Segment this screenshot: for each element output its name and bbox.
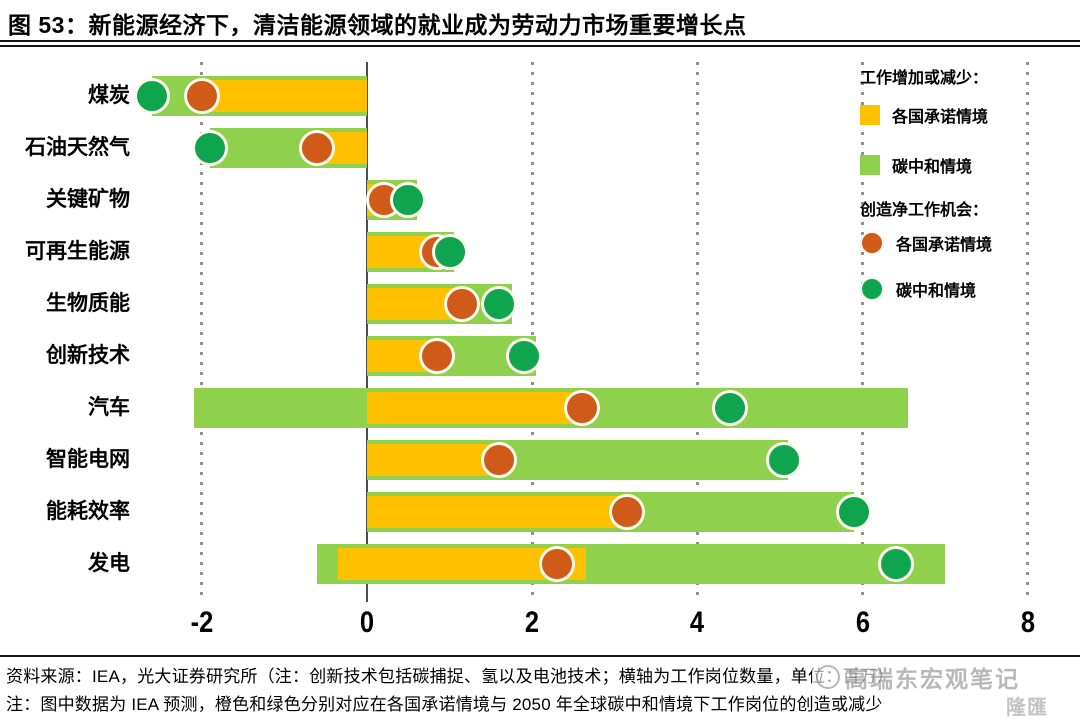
legend-label: 各国承诺情境 [892, 109, 989, 126]
net-jobs-dot-carbon-neutral [134, 78, 171, 114]
category-label: 关键矿物 [46, 188, 130, 211]
category-label: 能耗效率 [46, 500, 130, 523]
net-jobs-dot-carbon-neutral [481, 286, 518, 322]
gridline [695, 62, 699, 602]
net-jobs-dot-carbon-neutral [766, 442, 803, 478]
net-jobs-dot-announced-pledges [299, 130, 336, 166]
watermark: 高瑞东宏观笔记 [812, 659, 1024, 695]
bar-announced-pledges-scenario [367, 444, 504, 476]
x-tick-label: 4 [690, 606, 705, 639]
legend-header-dots: 创造净工作机会： [860, 202, 989, 219]
title-divider [0, 40, 1080, 47]
net-jobs-dot-announced-pledges [481, 442, 518, 478]
x-tick-label: 8 [1020, 606, 1035, 639]
legend-item-cns-dot: 碳中和情境 [860, 276, 976, 302]
net-jobs-dot-carbon-neutral [877, 546, 914, 582]
net-jobs-dot-carbon-neutral [836, 494, 873, 530]
net-jobs-dot-announced-pledges [538, 546, 575, 582]
category-label: 生物质能 [46, 292, 130, 315]
bar-announced-pledges-scenario [367, 496, 628, 528]
legend-item-aps-dot: 各国承诺情境 [860, 230, 992, 256]
x-tick-label: 0 [359, 606, 375, 639]
net-jobs-dot-announced-pledges [419, 338, 456, 374]
gridline [1026, 62, 1030, 602]
net-jobs-dot-carbon-neutral [431, 234, 468, 270]
bar-announced-pledges-scenario [201, 80, 367, 112]
source-note: 资料来源：IEA，光大证券研究所（注：创新技术包括碳捕捉、氢以及电池技术；横轴为… [6, 667, 894, 686]
net-jobs-dot-announced-pledges [443, 286, 480, 322]
gridline [861, 62, 865, 602]
watermark-logo-icon [816, 665, 840, 689]
net-jobs-dot-carbon-neutral [712, 390, 749, 426]
legend-item-aps-bar: 各国承诺情境 [860, 102, 988, 128]
net-jobs-dot-carbon-neutral [390, 182, 427, 218]
category-label: 煤炭 [88, 84, 130, 107]
category-label: 创新技术 [46, 344, 130, 367]
cns-dot-swatch [860, 277, 884, 301]
category-label: 石油天然气 [25, 136, 130, 159]
watermark-text: 高瑞东宏观笔记 [845, 666, 1020, 692]
aps-bar-swatch [860, 105, 880, 125]
net-jobs-dot-carbon-neutral [192, 130, 229, 166]
bar-announced-pledges-scenario [367, 392, 591, 424]
aps-dot-swatch [860, 231, 884, 255]
gridline [200, 62, 204, 602]
x-tick-label: 6 [855, 606, 870, 639]
legend-header-bars: 工作增加或减少： [860, 70, 989, 87]
x-tick-label: -2 [190, 606, 214, 639]
net-jobs-dot-announced-pledges [183, 78, 220, 114]
category-label: 智能电网 [46, 448, 130, 471]
category-label: 发电 [88, 552, 130, 575]
legend-label: 碳中和情境 [892, 159, 973, 176]
category-label: 可再生能源 [25, 240, 130, 263]
legend-label: 各国承诺情境 [896, 237, 993, 254]
cns-bar-swatch [860, 155, 880, 175]
chart-title: 图 53：新能源经济下，清洁能源领域的就业成为劳动力市场重要增长点 [8, 12, 747, 38]
legend-item-cns-bar: 碳中和情境 [860, 152, 972, 178]
zero-axis-line [366, 62, 368, 602]
footnote: 注：图中数据为 IEA 预测，橙色和绿色分别对应在各国承诺情境与 2050 年全… [6, 695, 883, 714]
plot-area [134, 62, 1052, 602]
net-jobs-dot-carbon-neutral [505, 338, 542, 374]
footer-divider [0, 655, 1080, 657]
category-label: 汽车 [88, 396, 130, 419]
x-tick-label: 2 [525, 606, 540, 639]
net-jobs-dot-announced-pledges [609, 494, 646, 530]
gridline [530, 62, 534, 602]
net-jobs-dot-announced-pledges [563, 390, 600, 426]
corner-watermark: 隆匯 [1002, 690, 1052, 721]
legend-label: 碳中和情境 [896, 283, 977, 300]
